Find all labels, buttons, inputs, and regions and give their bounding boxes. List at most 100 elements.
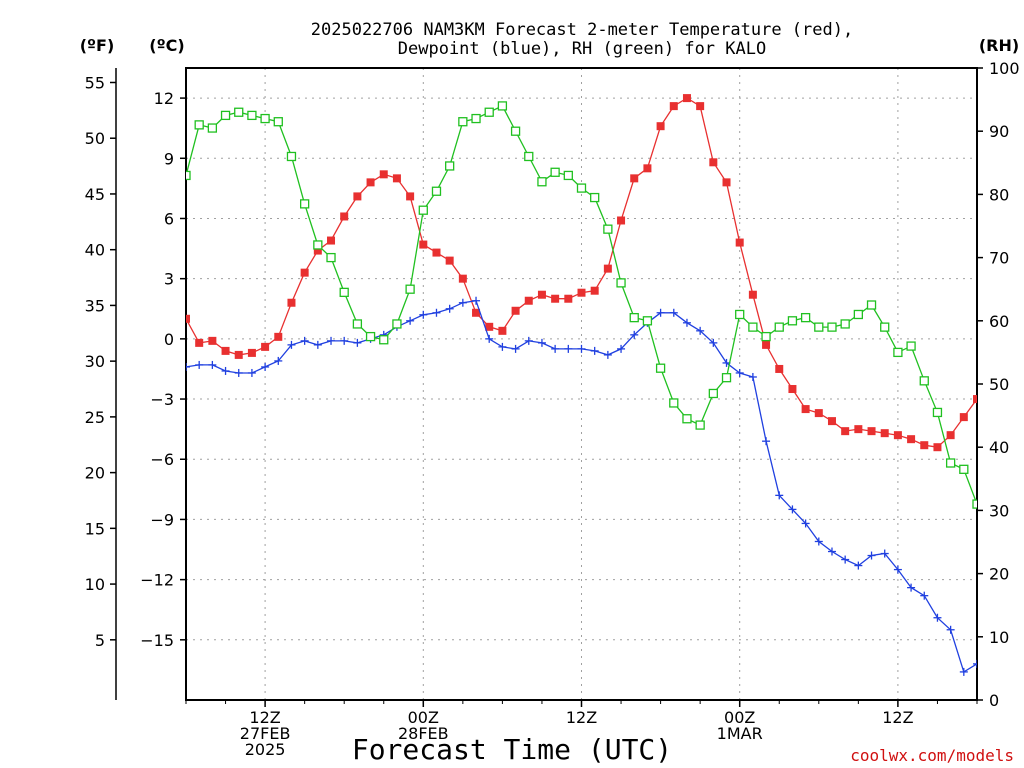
data-series [186, 94, 994, 678]
temperature-point [195, 338, 204, 347]
dewpoint-point [696, 326, 705, 335]
rh-point [682, 414, 692, 424]
rh-tick-label: 30 [989, 501, 1009, 520]
temperature-point [643, 164, 652, 173]
temperature-point [458, 274, 467, 283]
rh-point [642, 316, 653, 326]
dewpoint-point [973, 659, 977, 668]
dewpoint-point [300, 336, 309, 345]
f-tick-label: 45 [85, 185, 105, 204]
rh-point [735, 309, 745, 320]
temperature-point [801, 405, 810, 414]
dewpoint-point [537, 338, 546, 347]
dewpoint-point [551, 344, 560, 353]
rh-point [524, 151, 534, 162]
rh-point [814, 322, 824, 332]
rh-point [932, 407, 943, 418]
rh-point [484, 107, 494, 117]
dewpoint-point [814, 537, 823, 546]
dewpoint-line [186, 299, 977, 673]
rh-point [431, 186, 442, 196]
rh-point [800, 312, 811, 323]
temperature-point [590, 286, 599, 295]
f-tick-label: 20 [85, 464, 105, 483]
x-axis-label: Forecast Time (UTC) [352, 733, 672, 766]
rh-point [972, 499, 977, 509]
rh-tick-label: 50 [989, 375, 1009, 394]
rh-point [853, 309, 863, 320]
dewpoint-point [775, 491, 784, 500]
temperature-point [880, 429, 889, 438]
x-tick-label: 12Z [566, 708, 597, 727]
temperature-point [603, 264, 612, 273]
c-tick-label: 12 [154, 89, 174, 108]
dewpoint-point [247, 368, 256, 377]
c-tick-label: −9 [150, 510, 174, 529]
dewpoint-point [867, 551, 876, 560]
c-tick-label: 6 [164, 209, 174, 228]
rh-tick-label: 40 [989, 438, 1009, 457]
dewpoint-point [261, 362, 270, 371]
rh-tick-label: 0 [989, 691, 999, 710]
temperature-point [814, 409, 823, 418]
dewpoint-point [920, 591, 929, 600]
rh-point [379, 335, 389, 345]
fahrenheit-axis: 55 50 45 40 35 30 25 20 15 10 5 [85, 68, 117, 700]
temperature-point [973, 395, 977, 404]
rh-point [186, 170, 191, 181]
dewpoint-point [577, 344, 586, 353]
dewpoint-point [762, 437, 771, 446]
dewpoint-point [656, 308, 665, 317]
f-tick-label: 5 [95, 631, 105, 650]
dewpoint-point [959, 667, 968, 676]
rh-point [445, 161, 455, 171]
temperature-point [669, 102, 678, 111]
x-tick-label: 12Z [882, 708, 913, 727]
temperature-point [221, 346, 230, 355]
temperature-point [208, 336, 217, 345]
rh-point [919, 376, 929, 386]
celsius-axis: 12 9 6 3 0 −3 −6 −9 −12 −15 [140, 89, 186, 650]
rh-point [761, 331, 771, 342]
x-tick-label: 27FEB [240, 724, 291, 743]
rh-unit-label: (RH) [979, 36, 1019, 55]
dewpoint-point [893, 565, 902, 574]
temperature-point [287, 298, 296, 307]
celsius-unit-label: (ºC) [149, 36, 184, 55]
temperature-point [300, 268, 309, 277]
c-tick-label: −3 [150, 390, 174, 409]
rh-point [339, 287, 349, 298]
rh-tick-label: 20 [989, 565, 1009, 584]
x-tick-label: 1MAR [717, 724, 763, 743]
rh-point [880, 322, 890, 332]
temperature-point [261, 342, 270, 351]
dewpoint-point [854, 561, 863, 570]
rh-point [748, 322, 758, 332]
rh-point [458, 117, 468, 127]
rh-point [893, 347, 903, 358]
rh-point [655, 363, 666, 373]
dewpoint-point [208, 360, 217, 369]
temperature-point [498, 326, 507, 335]
c-tick-label: 3 [164, 270, 174, 289]
temperature-point [827, 417, 836, 426]
rh-point [695, 420, 705, 430]
rh-point [497, 101, 508, 111]
rh-point [603, 224, 613, 234]
dewpoint-point [986, 670, 994, 678]
temperature-point [696, 102, 705, 111]
temperature-point [920, 441, 929, 450]
dewpoint-point [432, 308, 441, 317]
dewpoint-point [340, 336, 349, 345]
dewpoint-point [498, 342, 507, 351]
temperature-point [867, 427, 876, 436]
temperature-point [722, 178, 731, 187]
rh-point [590, 192, 600, 203]
dewpoint-point [748, 372, 757, 381]
f-tick-label: 25 [85, 408, 105, 427]
temperature-point [485, 322, 494, 331]
rh-tick-label: 80 [989, 185, 1009, 204]
